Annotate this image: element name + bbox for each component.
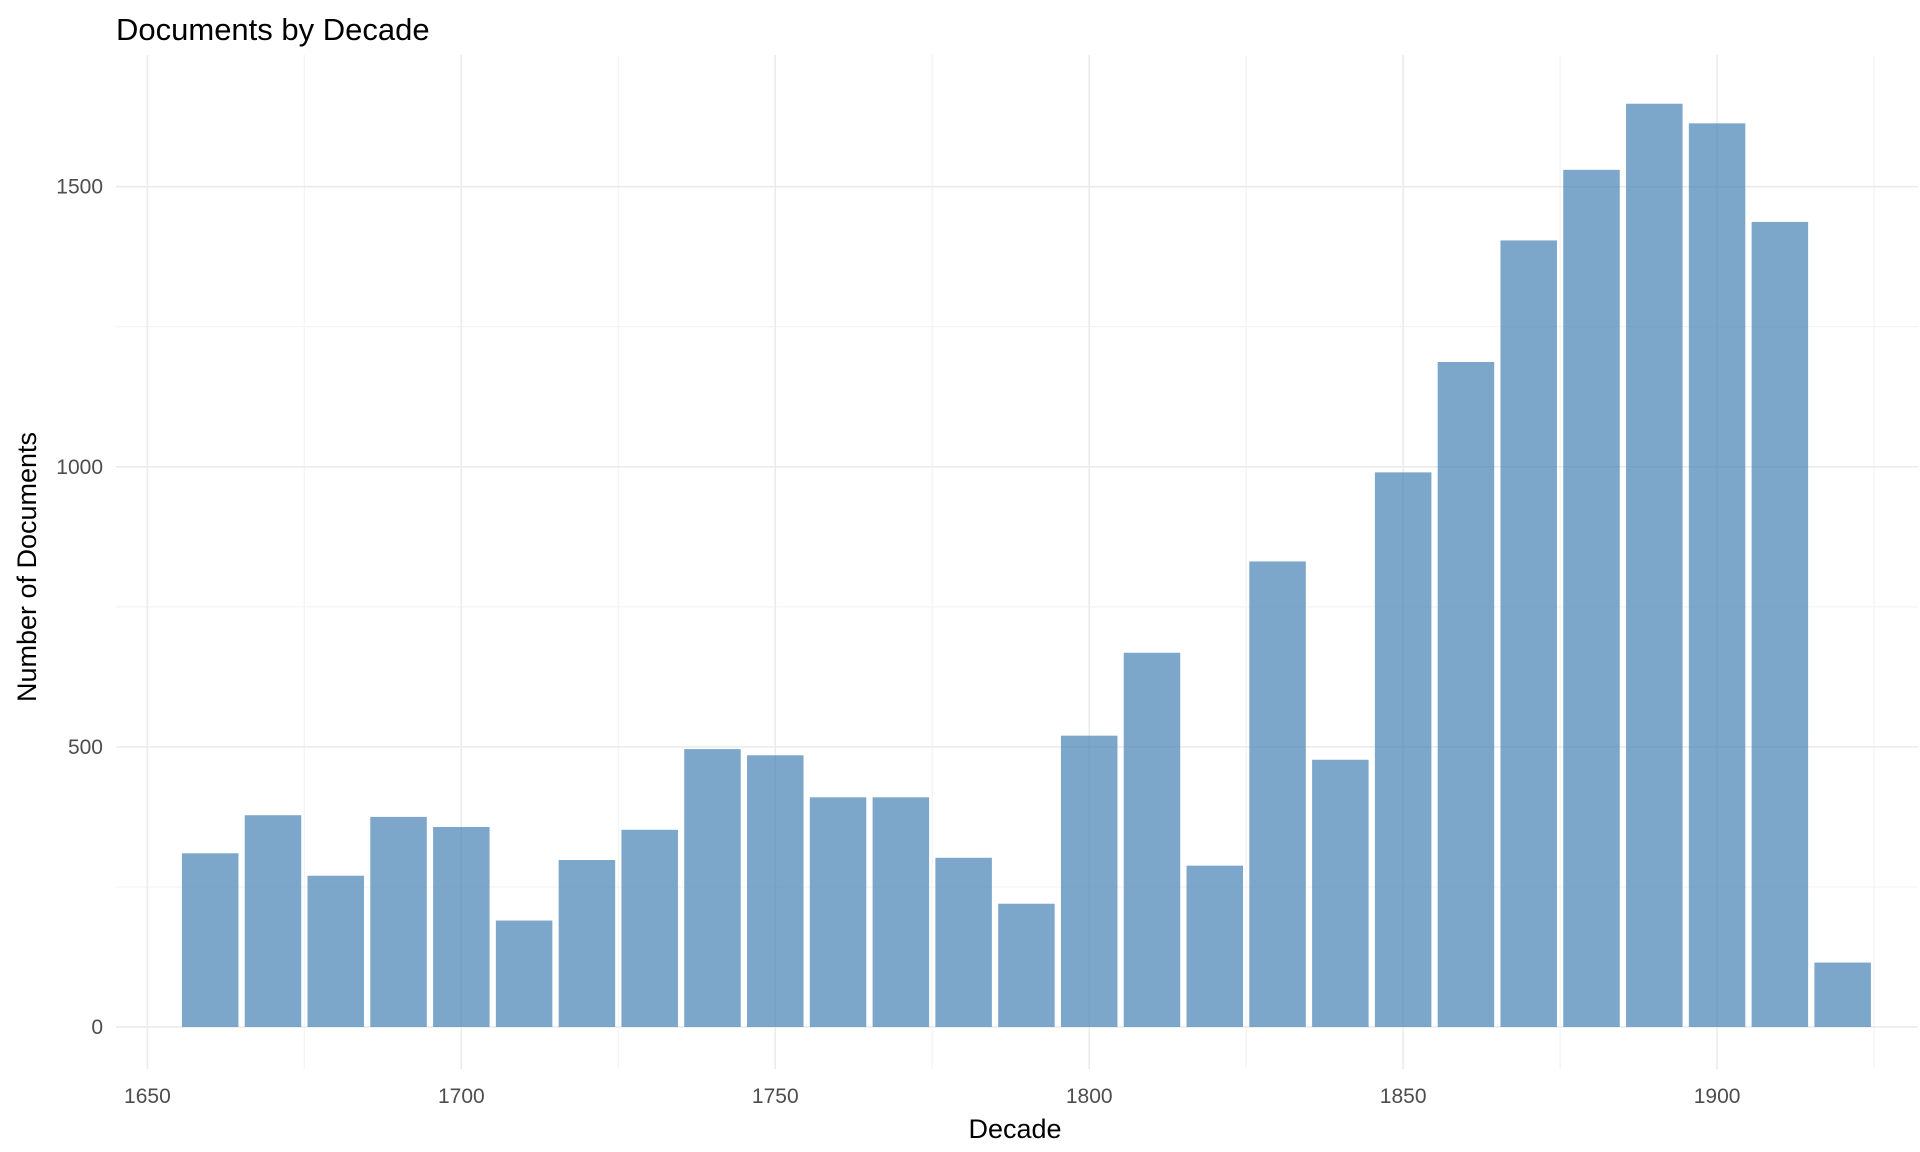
bar-1750 — [747, 755, 804, 1027]
bar-1870 — [1500, 240, 1557, 1027]
bar-1670 — [244, 815, 302, 1027]
x-tick-label: 1900 — [1694, 1085, 1741, 1108]
bar-1860 — [1437, 362, 1495, 1027]
bar-1810 — [1123, 652, 1181, 1027]
bar-1710 — [495, 920, 553, 1027]
bar-1780 — [935, 857, 992, 1027]
bar-1920 — [1814, 962, 1871, 1027]
y-axis-ticks: 0 500 1000 1500 — [56, 176, 103, 1039]
bar-1830 — [1249, 561, 1306, 1027]
bar-1900 — [1688, 123, 1746, 1027]
x-tick-label: 1650 — [124, 1085, 171, 1108]
bar-1820 — [1186, 865, 1244, 1027]
bar-1880 — [1563, 169, 1620, 1027]
y-tick-label: 500 — [68, 736, 103, 759]
bar-1690 — [370, 816, 427, 1027]
bar-1790 — [998, 903, 1055, 1027]
bar-1770 — [872, 797, 930, 1027]
x-axis-ticks: 1650 1700 1750 1800 1850 1900 — [124, 1085, 1740, 1108]
chart-title: Documents by Decade — [116, 12, 430, 47]
y-tick-label: 1500 — [56, 176, 103, 199]
bar-1890 — [1626, 103, 1683, 1027]
bar-1700 — [433, 826, 490, 1027]
bar-1760 — [809, 797, 867, 1027]
bar-1730 — [621, 829, 678, 1027]
bar-1720 — [558, 860, 616, 1027]
y-axis-title: Number of Documents — [12, 432, 42, 702]
x-axis-title: Decade — [968, 1114, 1061, 1144]
x-tick-label: 1850 — [1380, 1085, 1427, 1108]
bar-1680 — [307, 875, 365, 1027]
bars-layer — [181, 103, 1871, 1027]
bar-1660 — [181, 853, 239, 1027]
y-tick-label: 1000 — [56, 456, 103, 479]
bar-1840 — [1312, 759, 1369, 1027]
x-tick-label: 1800 — [1066, 1085, 1113, 1108]
x-tick-label: 1750 — [752, 1085, 799, 1108]
x-tick-label: 1700 — [438, 1085, 485, 1108]
bar-1850 — [1374, 472, 1432, 1027]
y-tick-label: 0 — [91, 1016, 103, 1039]
bar-1800 — [1060, 735, 1118, 1027]
bar-1910 — [1751, 221, 1809, 1027]
bar-1740 — [684, 749, 741, 1027]
